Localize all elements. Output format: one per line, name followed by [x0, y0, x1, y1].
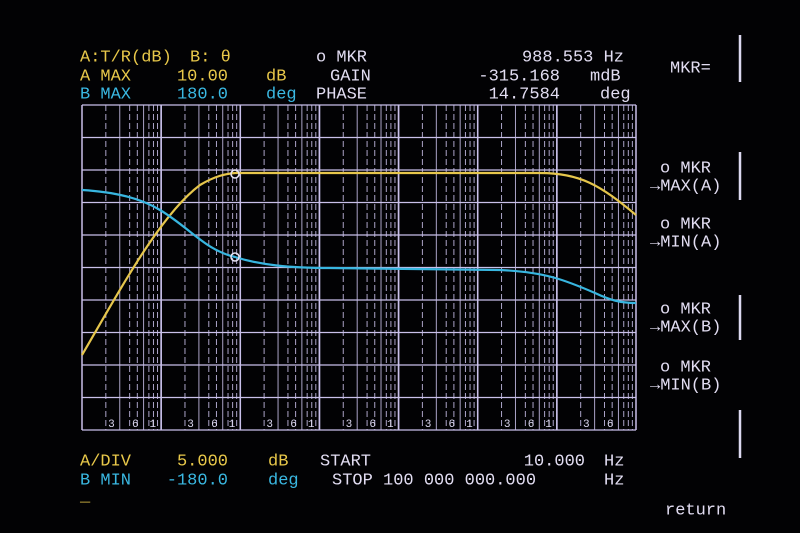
- softkey-label: →MIN(A): [650, 233, 721, 252]
- grid-label: 6: [528, 419, 535, 431]
- grid-label: 1: [308, 419, 315, 431]
- status-text: GAIN: [330, 67, 371, 86]
- status-text: START: [320, 452, 371, 471]
- grid-label: 6: [211, 419, 218, 431]
- grid-label: 3: [266, 419, 273, 431]
- status-text: dB: [266, 67, 286, 86]
- status-text: deg: [268, 471, 299, 490]
- softkey-label: →MAX(A): [650, 177, 721, 196]
- grid-label: 3: [425, 419, 432, 431]
- status-text: B MIN: [80, 471, 131, 490]
- status-text: deg: [266, 85, 297, 104]
- status-text: Hz: [604, 471, 624, 490]
- status-text: B MAX: [80, 85, 131, 104]
- status-text: B: θ: [190, 48, 231, 67]
- trace-b: [81, 188, 637, 305]
- grid-label: 3: [187, 419, 194, 431]
- grid-label: 1: [387, 419, 394, 431]
- status-text: -315.168: [478, 67, 560, 86]
- grid-label: 1: [229, 419, 236, 431]
- grid-label: 1: [150, 419, 157, 431]
- grid-label: 3: [504, 419, 511, 431]
- grid-label: 6: [369, 419, 376, 431]
- status-text: 10.000: [524, 452, 585, 471]
- softkey-label: o MKR: [660, 358, 711, 377]
- softkey-label: →MAX(B): [650, 318, 721, 337]
- labels: A:T/R(dB) B: θ o MKR 988.553 Hz A MAX 10.00 dB…: [79, 48, 726, 520]
- marker-b: [230, 252, 240, 262]
- status-text: STOP 100 000 000.000: [332, 471, 536, 490]
- status-text: A MAX: [80, 67, 131, 86]
- grid-label: 6: [607, 419, 614, 431]
- grid-label: 6: [290, 419, 297, 431]
- grid-label: 3: [108, 419, 115, 431]
- grid-label: 1: [466, 419, 473, 431]
- softkey-label: o MKR: [660, 300, 711, 319]
- softkey-label: return: [665, 501, 726, 520]
- grid-label: 3: [583, 419, 590, 431]
- status-text: PHASE: [316, 85, 367, 104]
- status-text: -180.0: [167, 471, 228, 490]
- status-text: A/DIV: [80, 452, 132, 471]
- status-text: 10.00: [177, 67, 228, 86]
- status-text: A:T/R(dB): [80, 48, 172, 67]
- status-text: mdB: [590, 67, 621, 86]
- softkey-label: o MKR: [660, 215, 711, 234]
- status-text: 5.000: [177, 452, 228, 471]
- softkey-label: →MIN(B): [650, 376, 721, 395]
- status-text: Hz: [604, 452, 624, 471]
- softkey-label: MKR=: [670, 59, 711, 78]
- trace-a: [81, 171, 637, 356]
- softkey-label: o MKR: [660, 159, 711, 178]
- grid-label: 3: [346, 419, 353, 431]
- status-text: o MKR: [316, 48, 367, 67]
- grid-label: 1: [545, 419, 552, 431]
- status-text: 988.553 Hz: [522, 48, 624, 67]
- status-text: deg: [600, 85, 631, 104]
- grid-label: 6: [449, 419, 456, 431]
- status-text: _: [79, 487, 91, 506]
- status-text: 180.0: [177, 85, 228, 104]
- status-text: 14.7584: [489, 85, 560, 104]
- status-text: dB: [268, 452, 288, 471]
- grid-label: 6: [132, 419, 139, 431]
- marker-a: [230, 169, 240, 179]
